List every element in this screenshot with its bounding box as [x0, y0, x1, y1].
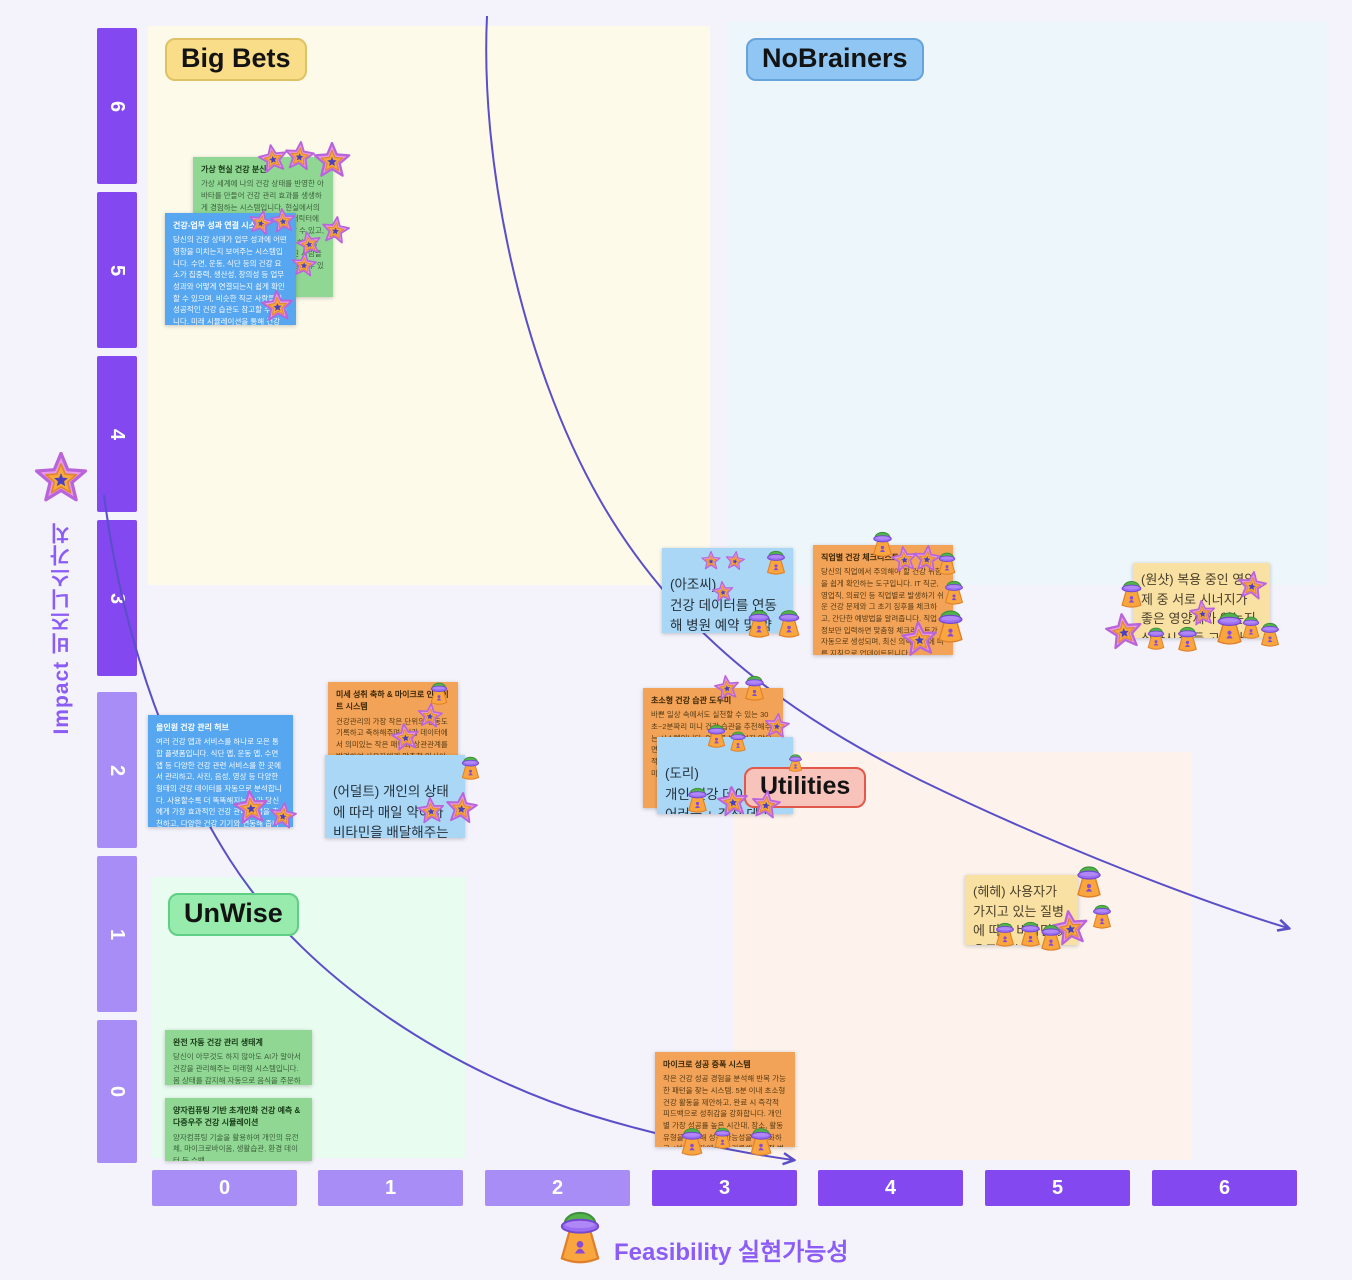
y-axis-tick-3: 3 [97, 520, 137, 676]
feasibility-ufo-sticker[interactable] [941, 579, 967, 605]
impact-star-sticker[interactable] [1103, 611, 1146, 654]
y-axis-tick-6: 6 [97, 28, 137, 184]
note-body: 당신이 아무것도 하지 않아도 AI가 알아서 건강을 관리해주는 미래형 시스… [173, 1052, 301, 1085]
feasibility-ufo-sticker[interactable] [427, 681, 451, 705]
feasibility-ufo-sticker[interactable] [1174, 625, 1201, 652]
y-axis-tick-4: 4 [97, 356, 137, 512]
feasibility-ufo-sticker[interactable] [677, 1126, 707, 1156]
impact-star-sticker[interactable] [724, 550, 747, 573]
impact-star-sticker[interactable] [319, 214, 352, 247]
note-body: 당신의 건강 상태가 업무 성과에 어떤 영향을 미치는지 보여주는 시스템입니… [173, 235, 287, 325]
impact-star-sticker[interactable] [1235, 569, 1269, 603]
note-title: 완전 자동 건강 관리 생태계 [173, 1038, 263, 1047]
x-axis-tick-4: 4 [818, 1170, 963, 1206]
impact-star-sticker[interactable] [763, 712, 792, 741]
feasibility-ufo-sticker[interactable] [933, 608, 968, 643]
note-daily-vitamin-delivery[interactable]: (어덜트) 개인의 상태에 따라 매일 약이나 비타민을 배달해주는 서비스 s… [325, 755, 465, 838]
x-axis-tick-1: 1 [318, 1170, 463, 1206]
note-title: 올인원 건강 관리 허브 [156, 723, 229, 732]
y-axis-tick-2: 2 [97, 692, 137, 848]
impact-star-sticker[interactable] [416, 702, 445, 731]
note-title: 마이크로 성공 증폭 시스템 [663, 1060, 751, 1069]
note-body: 양자컴퓨팅 기술을 활용하여 개인의 유전체, 마이크로바이옴, 생활습관, 환… [173, 1132, 299, 1161]
x-axis-tick-2: 2 [485, 1170, 630, 1206]
y-axis-tick-0: 0 [97, 1020, 137, 1163]
impact-star-sticker[interactable] [443, 790, 479, 826]
impact-star-sticker[interactable] [313, 142, 351, 180]
feasibility-ufo-sticker[interactable] [935, 551, 959, 575]
feasibility-ufo-sticker[interactable] [992, 921, 1018, 947]
quadrant-nobrainers [727, 22, 1328, 585]
feasibility-ufo-sticker[interactable] [704, 723, 729, 748]
feasibility-ufo-sticker[interactable] [774, 608, 804, 638]
quadrant-utilities [733, 752, 1192, 1160]
impact-star-sticker[interactable] [267, 800, 299, 832]
impact-star-sticker[interactable] [416, 796, 446, 826]
y-axis-tick-1: 1 [97, 856, 137, 1012]
impact-star-sticker[interactable] [711, 580, 735, 604]
feasibility-ufo-sticker[interactable] [1037, 923, 1065, 951]
note-title: 건강-업무 성과 연결 시스템 [173, 221, 264, 230]
feasibility-ufo-sticker[interactable] [1144, 626, 1168, 650]
feasibility-ufo-sticker[interactable] [458, 755, 483, 780]
label-big-bets[interactable]: Big Bets [165, 38, 307, 81]
impact-star-sticker[interactable] [715, 784, 750, 819]
feasibility-ufo-sticker[interactable] [746, 1126, 776, 1156]
x-axis-tick-6: 6 [1152, 1170, 1297, 1206]
feasibility-ufo-sticker[interactable] [763, 549, 789, 575]
x-axis-tick-0: 0 [152, 1170, 297, 1206]
feasibility-ufo-sticker[interactable] [1117, 579, 1146, 608]
impact-star-sticker[interactable] [282, 139, 316, 173]
impact-star-sticker[interactable] [712, 673, 741, 702]
y-axis-title: Impact 비즈니스가치 [50, 521, 73, 735]
impact-star-sticker[interactable] [701, 551, 721, 571]
feasibility-ufo-sticker[interactable] [1089, 903, 1115, 929]
label-unwise[interactable]: UnWise [168, 893, 299, 936]
note-health-work-performance[interactable]: 건강-업무 성과 연결 시스템 당신의 건강 상태가 업무 성과에 어떤 영향을… [165, 213, 296, 325]
note-title: 양자컴퓨팅 기반 초개인화 건강 예측 & 다중우주 건강 시뮬레이션 [173, 1106, 301, 1128]
feasibility-ufo-sticker[interactable] [741, 674, 768, 701]
note-title: 가상 현실 건강 분신 [201, 165, 267, 174]
feasibility-ufo-sticker[interactable] [869, 530, 896, 557]
note-quantum-health-simulation[interactable]: 양자컴퓨팅 기반 초개인화 건강 예측 & 다중우주 건강 시뮬레이션 양자컴퓨… [165, 1098, 312, 1161]
feasibility-ufo-sticker[interactable] [727, 730, 749, 752]
feasibility-ufo-sticker[interactable] [1072, 864, 1106, 898]
y-axis-tick-5: 5 [97, 192, 137, 348]
impact-star-sticker[interactable] [749, 788, 782, 821]
feasibility-ufo-sticker[interactable] [744, 608, 774, 638]
label-nobrainers[interactable]: NoBrainers [746, 38, 924, 81]
x-axis-tick-5: 5 [985, 1170, 1130, 1206]
impact-star-sticker[interactable] [389, 721, 422, 754]
feasibility-ufo-sticker[interactable] [1257, 621, 1283, 647]
feasibility-ufo-sticker[interactable] [786, 753, 805, 772]
feasibility-ufo-sticker[interactable] [711, 1126, 734, 1149]
impact-star-sticker[interactable] [269, 207, 298, 236]
note-full-auto-health-ecosystem[interactable]: 완전 자동 건강 관리 생태계 당신이 아무것도 하지 않아도 AI가 알아서 … [165, 1030, 312, 1085]
feasibility-ufo-icon [552, 1208, 608, 1264]
impact-star-sticker[interactable] [260, 289, 295, 324]
x-axis-tick-3: 3 [652, 1170, 797, 1206]
feasibility-ufo-sticker[interactable] [684, 786, 711, 813]
impact-star-sticker[interactable] [290, 251, 318, 279]
impact-star-sticker[interactable] [231, 788, 271, 828]
x-axis-title: Feasibility 실현가능성 [614, 1239, 849, 1266]
